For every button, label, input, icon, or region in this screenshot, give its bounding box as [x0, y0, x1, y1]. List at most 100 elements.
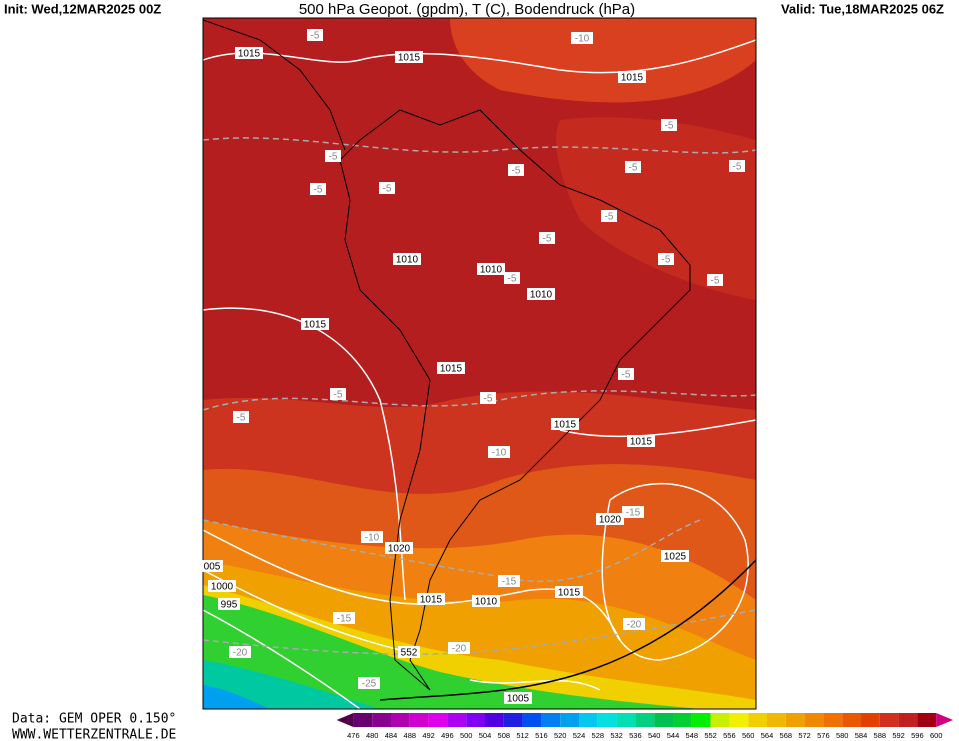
colorbar-swatch — [560, 713, 579, 727]
colorbar-swatch — [597, 713, 617, 727]
colorbar-swatch — [541, 713, 561, 727]
label-box — [539, 232, 555, 244]
colorbar-label: 576 — [817, 731, 830, 740]
label-box — [488, 446, 510, 458]
label-box — [472, 595, 500, 607]
coastline — [203, 19, 346, 151]
isotherm-label: -5 — [311, 31, 320, 42]
label-box — [361, 531, 383, 543]
colorbar-label: 492 — [422, 731, 435, 740]
label-box — [658, 253, 674, 265]
label-box — [310, 183, 326, 195]
temp-area — [203, 685, 270, 709]
isotherm-label: -5 — [383, 184, 392, 195]
colorbar-swatch — [673, 713, 692, 727]
label-box — [395, 51, 423, 63]
label-box — [358, 677, 380, 689]
colorbar-swatch — [522, 713, 542, 727]
colorbar-swatch — [804, 713, 824, 727]
colorbar-label: 512 — [516, 731, 529, 740]
isobar-label: 005 — [204, 562, 221, 573]
colorbar-swatch — [823, 713, 843, 727]
colorbar-label: 556 — [723, 731, 736, 740]
colorbar-label: 520 — [554, 731, 567, 740]
isotherm-label: -5 — [484, 394, 493, 405]
label-box — [229, 646, 251, 658]
isobar-label: 1010 — [396, 255, 419, 266]
colorbar-swatch — [767, 713, 786, 727]
colorbar-swatch — [691, 713, 711, 727]
temp-area — [203, 595, 700, 709]
label-box — [622, 506, 644, 518]
colorbar-swatch — [353, 713, 373, 727]
isotherm-label: -5 — [543, 234, 552, 245]
label-box — [498, 575, 520, 587]
isotherm-label: -25 — [362, 679, 377, 690]
colorbar-swatch — [729, 713, 749, 727]
isotherm-label: -5 — [329, 152, 338, 163]
isotherm-label: -10 — [575, 34, 590, 45]
ice-edge — [379, 559, 756, 701]
colorbar-swatch — [654, 713, 673, 727]
colorbar-swatch — [748, 713, 767, 727]
colorbar-label: 560 — [742, 731, 755, 740]
colorbar-swatch — [466, 713, 485, 727]
isotherm-label: -20 — [452, 644, 467, 655]
label-box — [333, 612, 355, 624]
label-box — [307, 29, 323, 41]
label-box — [330, 388, 346, 400]
isotherm-label: -5 — [662, 255, 671, 266]
label-box — [208, 580, 236, 592]
isobar-label: 1010 — [530, 290, 553, 301]
isobar-label: 1010 — [475, 597, 498, 608]
map-title: 500 hPa Geopot. (gpdm), T (C), Bodendruc… — [299, 1, 635, 18]
colorbar-label: 544 — [667, 731, 680, 740]
label-box — [551, 418, 579, 430]
isobar-label: 1015 — [440, 364, 463, 375]
label-box — [555, 586, 583, 598]
label-box — [508, 164, 524, 176]
colorbar-swatch — [503, 713, 523, 727]
label-box — [393, 253, 421, 265]
isobar-label: 1015 — [420, 595, 443, 606]
colorbar-label: 500 — [460, 731, 473, 740]
isotherm-label: -10 — [492, 448, 507, 459]
colorbar-swatch — [635, 713, 655, 727]
contour-labels: 1015 -5 1015 -10 1015 -5 -5 -5 -5 -5 -5 -5 -5 -5 1010 1… — [201, 29, 745, 705]
isotherm-label: -10 — [365, 533, 380, 544]
colorbar-label: 580 — [836, 731, 849, 740]
label-box — [625, 161, 641, 173]
label-box — [417, 593, 445, 605]
isobar-label: 995 — [221, 600, 238, 611]
valid-time: Valid: Tue,18MAR2025 06Z — [781, 1, 944, 16]
isobar-label: 552 — [401, 648, 418, 659]
colorbar-label: 552 — [704, 731, 717, 740]
colorbar-label: 572 — [798, 731, 811, 740]
colorbar-label: 540 — [648, 731, 661, 740]
label-box — [385, 542, 413, 554]
isotherm-label: -5 — [508, 274, 517, 285]
label-box — [504, 272, 520, 284]
colorbar-swatch — [447, 713, 467, 727]
label-box — [477, 263, 505, 275]
colorbar-swatch — [879, 713, 899, 727]
label-box — [627, 435, 655, 447]
isotherm-label: -5 — [629, 163, 638, 174]
colorbar-label: 536 — [629, 731, 642, 740]
label-box — [707, 274, 723, 286]
colorbar-label: 564 — [761, 731, 774, 740]
label-box — [623, 618, 645, 630]
colorbar-swatch — [898, 713, 918, 727]
isobar-label: 1020 — [388, 544, 411, 555]
isotherm-label: -5 — [733, 162, 742, 173]
label-box — [235, 47, 263, 59]
colorbar-label: 524 — [573, 731, 586, 740]
colorbar-label: 484 — [385, 731, 398, 740]
isotherm-label: -5 — [512, 166, 521, 177]
colorbar-arrow — [936, 713, 953, 727]
isotherm-label: -5 — [314, 185, 323, 196]
colorbar-label: 476 — [347, 731, 360, 740]
colorbar-label: 588 — [874, 731, 887, 740]
colorbar-label: 584 — [855, 731, 868, 740]
isotherm-label: -15 — [337, 614, 352, 625]
